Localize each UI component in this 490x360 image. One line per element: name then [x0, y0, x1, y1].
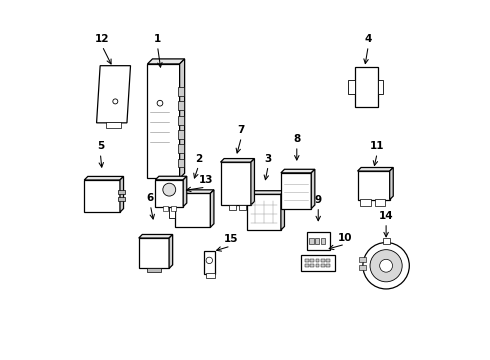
Text: 3: 3	[265, 154, 272, 164]
Bar	[310, 238, 314, 244]
Text: 2: 2	[195, 154, 202, 164]
Bar	[310, 264, 314, 267]
Circle shape	[380, 259, 392, 272]
Polygon shape	[247, 191, 285, 194]
Bar	[359, 257, 366, 262]
Circle shape	[157, 100, 163, 106]
Bar	[355, 67, 378, 107]
Polygon shape	[139, 234, 172, 238]
Bar	[147, 64, 180, 178]
Bar	[305, 264, 309, 267]
Polygon shape	[183, 176, 187, 207]
Bar	[316, 258, 319, 262]
Polygon shape	[220, 158, 254, 162]
Circle shape	[363, 243, 409, 289]
Bar	[178, 158, 184, 167]
Polygon shape	[358, 167, 393, 171]
Bar	[359, 265, 366, 270]
Bar	[203, 251, 215, 274]
Polygon shape	[281, 169, 315, 173]
Text: 7: 7	[238, 125, 245, 135]
Bar	[228, 204, 236, 210]
Polygon shape	[120, 176, 123, 212]
Bar	[360, 199, 371, 206]
Polygon shape	[390, 167, 393, 200]
Polygon shape	[147, 59, 185, 64]
Text: 1: 1	[154, 34, 161, 44]
Text: 11: 11	[370, 141, 385, 152]
Bar	[378, 80, 383, 94]
Bar	[147, 268, 161, 272]
Bar	[178, 130, 184, 139]
Bar	[178, 144, 184, 153]
Bar	[239, 204, 245, 210]
Circle shape	[163, 183, 176, 196]
Bar	[301, 255, 335, 271]
Bar	[155, 180, 183, 207]
Polygon shape	[180, 59, 185, 178]
Text: 15: 15	[223, 234, 238, 244]
Bar	[169, 203, 174, 217]
Bar	[118, 190, 125, 194]
Bar	[206, 273, 215, 278]
Text: 5: 5	[97, 141, 104, 152]
Bar	[163, 206, 168, 211]
Bar	[383, 238, 390, 244]
Bar	[316, 264, 319, 267]
Polygon shape	[281, 191, 285, 230]
Bar	[326, 258, 330, 262]
Bar	[178, 116, 184, 125]
Bar	[84, 180, 120, 212]
Text: 4: 4	[365, 34, 372, 44]
Bar	[358, 171, 390, 200]
Polygon shape	[311, 169, 315, 208]
Text: 9: 9	[315, 195, 322, 205]
Text: 14: 14	[379, 211, 393, 221]
Polygon shape	[210, 190, 214, 227]
Bar	[171, 206, 176, 211]
Polygon shape	[97, 66, 130, 123]
Bar	[321, 238, 325, 244]
Text: 6: 6	[147, 193, 154, 203]
Bar	[326, 264, 330, 267]
Bar	[139, 238, 169, 269]
Text: 10: 10	[338, 233, 352, 243]
Bar	[247, 194, 281, 230]
Bar	[174, 193, 210, 227]
Bar	[281, 173, 311, 208]
Bar	[178, 102, 184, 111]
Bar	[178, 87, 184, 96]
Polygon shape	[169, 234, 172, 269]
Text: 13: 13	[198, 175, 213, 185]
Text: 8: 8	[293, 134, 300, 144]
Bar	[310, 258, 314, 262]
Bar	[348, 80, 355, 94]
Circle shape	[113, 99, 118, 104]
Polygon shape	[174, 190, 214, 193]
Bar	[321, 264, 325, 267]
Bar	[307, 232, 330, 249]
Circle shape	[206, 257, 213, 264]
Bar	[106, 122, 121, 128]
Polygon shape	[155, 176, 187, 180]
Circle shape	[370, 249, 402, 282]
Bar	[220, 162, 251, 205]
Polygon shape	[84, 176, 123, 180]
Polygon shape	[251, 158, 254, 205]
Bar	[321, 258, 325, 262]
Text: 12: 12	[95, 34, 109, 44]
Bar	[375, 199, 386, 206]
Bar	[118, 197, 125, 202]
Bar	[305, 258, 309, 262]
Bar	[315, 238, 319, 244]
